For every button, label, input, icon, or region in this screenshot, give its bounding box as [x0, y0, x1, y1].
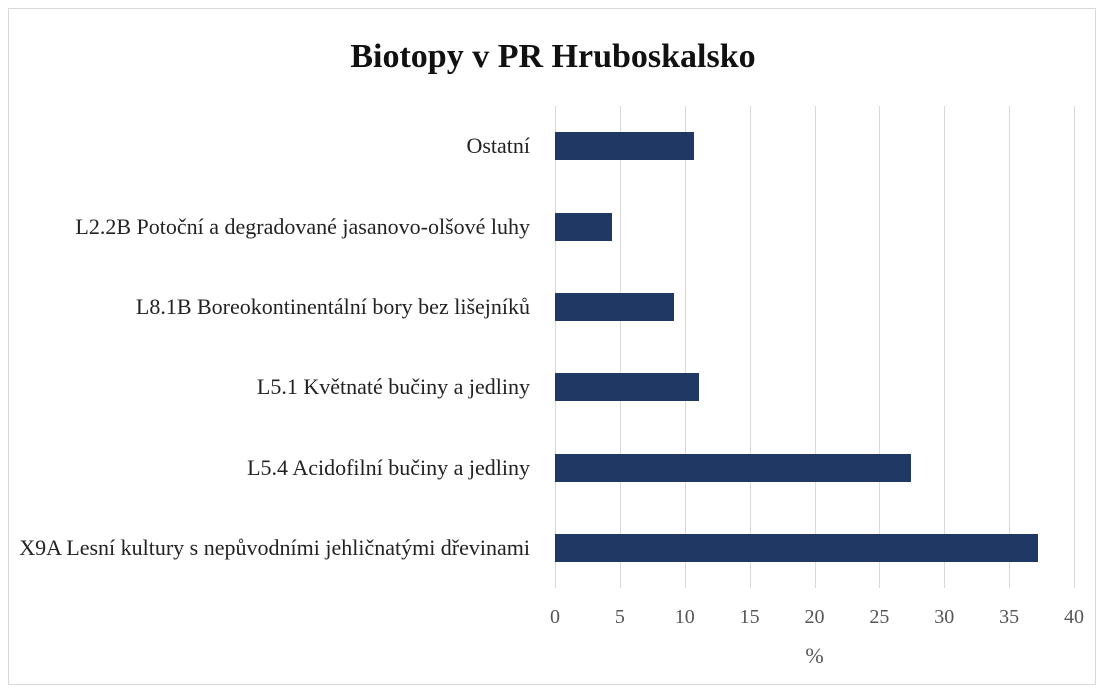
x-tick-label: 0	[550, 606, 560, 628]
category-label-box: Ostatní	[10, 135, 530, 157]
x-tick-label: 25	[869, 606, 890, 628]
bar	[555, 533, 1038, 562]
grid-line	[555, 106, 556, 588]
grid-line	[1009, 106, 1011, 588]
category-label-box: L5.1 Květnaté bučiny a jedliny	[10, 376, 530, 398]
bar	[555, 453, 911, 482]
chart-title: Biotopy v PR Hruboskalsko	[350, 38, 756, 75]
x-tick-label: 40	[1064, 606, 1084, 628]
y-tick-label: L5.1 Květnaté bučiny a jedliny	[256, 374, 530, 400]
bar	[555, 373, 700, 402]
y-tick-label: X9A Lesní kultury s nepůvodními jehlična…	[19, 534, 530, 560]
y-tick-label: Ostatní	[466, 133, 530, 159]
x-tick-label: 35	[999, 606, 1020, 628]
x-tick-label: 10	[674, 606, 695, 628]
y-tick-label: L2.2B Potoční a degradované jasanovo-olš…	[75, 213, 530, 239]
category-label-box: L2.2B Potoční a degradované jasanovo-olš…	[10, 213, 530, 239]
chart-frame	[8, 8, 1096, 685]
x-tick-label: 5	[614, 606, 625, 628]
x-tick-label: 30	[934, 606, 955, 628]
bar	[555, 132, 694, 161]
grid-line	[619, 106, 621, 588]
grid-line	[814, 106, 816, 588]
grid-line	[944, 106, 946, 588]
y-tick-label: L8.1B Boreokontinentální bory bez lišejn…	[135, 293, 530, 319]
grid-line	[749, 106, 751, 588]
grid-line	[1074, 106, 1075, 588]
y-tick-label: L5.4 Acidofilní bučiny a jedliny	[247, 454, 530, 480]
bar	[555, 212, 613, 241]
bar	[555, 292, 675, 321]
category-label-box: X9A Lesní kultury s nepůvodními jehlična…	[10, 534, 530, 560]
grid-line	[879, 106, 881, 588]
grid-line	[684, 106, 686, 588]
category-label-box: L5.4 Acidofilní bučiny a jedliny	[10, 454, 530, 480]
x-axis-label: %	[805, 643, 824, 668]
category-label-box: L8.1B Boreokontinentální bory bez lišejn…	[10, 293, 530, 319]
x-tick-label: 20	[804, 606, 825, 628]
x-tick-label: 15	[739, 606, 760, 628]
